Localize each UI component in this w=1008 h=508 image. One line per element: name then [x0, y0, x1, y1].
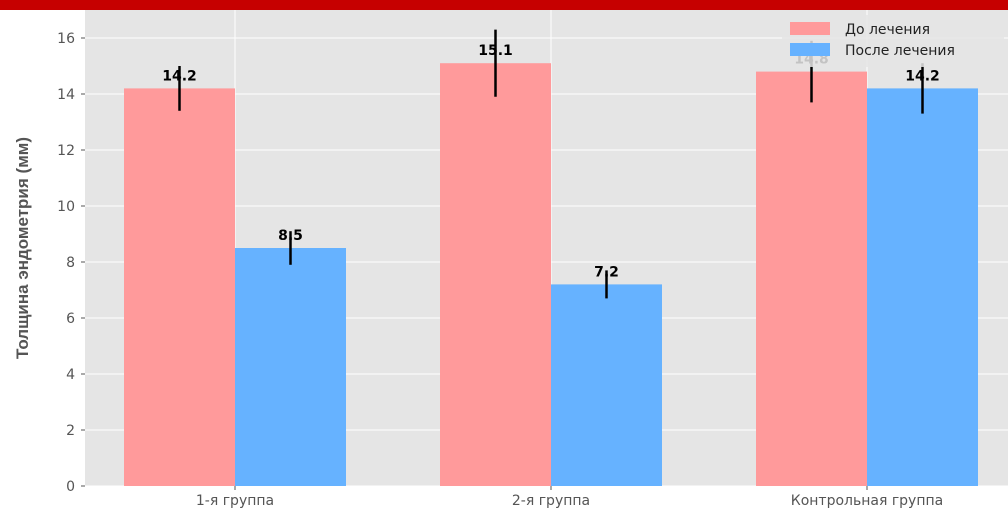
value-label: 14.2 — [905, 68, 940, 84]
bar-after-1 — [551, 284, 662, 486]
value-label: 14.2 — [162, 68, 197, 84]
value-label: 8.5 — [278, 228, 303, 244]
legend-label-after: После лечения — [845, 43, 955, 59]
legend-swatch-after — [790, 43, 830, 56]
y-tick-label: 16 — [57, 31, 75, 47]
y-tick-label: 8 — [66, 255, 75, 271]
legend[interactable]: До лечения После лечения — [782, 15, 1004, 67]
bar-before-2 — [756, 71, 867, 486]
top-red-band — [0, 0, 1008, 10]
bar-before-0 — [124, 88, 235, 487]
legend-box — [782, 15, 1004, 67]
y-axis-ticks: 0 2 4 6 8 10 12 14 16 — [57, 31, 85, 495]
bar-after-0 — [235, 248, 346, 486]
bar-after-2 — [867, 88, 978, 487]
y-axis-label: Толщина эндометрия (мм) — [13, 137, 32, 359]
value-label: 15.1 — [478, 43, 513, 59]
x-tick-label: 1-я группа — [196, 493, 274, 508]
y-tick-label: 12 — [57, 143, 75, 159]
bar-before-1 — [440, 63, 551, 486]
legend-label-before: До лечения — [845, 22, 930, 38]
y-tick-label: 10 — [57, 199, 75, 215]
y-tick-label: 6 — [66, 311, 75, 327]
y-tick-label: 0 — [66, 479, 75, 495]
y-tick-label: 4 — [66, 367, 75, 383]
legend-swatch-before — [790, 22, 830, 35]
y-tick-label: 14 — [57, 87, 75, 103]
x-tick-label: 2-я группа — [512, 493, 590, 508]
x-tick-label: Контрольная группа — [791, 493, 943, 508]
bars-group — [124, 63, 978, 487]
error-bars-group — [178, 29, 924, 299]
value-labels-group: 14.215.114.88.57.214.2 — [162, 43, 940, 280]
y-tick-label: 2 — [66, 423, 75, 439]
value-label: 7.2 — [594, 264, 619, 280]
x-axis-ticks: 1-я группа 2-я группа Контрольная группа — [196, 486, 943, 508]
